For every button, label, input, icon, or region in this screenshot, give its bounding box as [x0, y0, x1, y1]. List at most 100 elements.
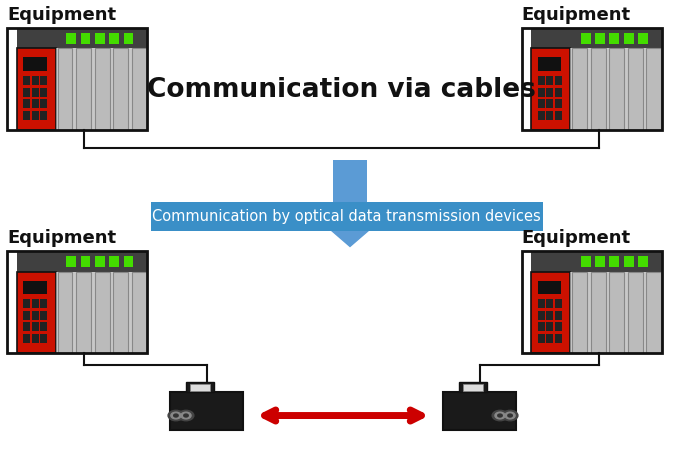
Bar — [554, 99, 562, 108]
Bar — [32, 334, 38, 343]
Bar — [554, 311, 562, 320]
Bar — [554, 87, 562, 97]
Bar — [628, 272, 643, 353]
Bar — [538, 76, 545, 85]
Text: Equipment: Equipment — [7, 229, 116, 247]
Bar — [554, 334, 562, 343]
Bar — [538, 334, 545, 343]
Bar — [531, 272, 570, 353]
Bar — [17, 251, 147, 353]
Bar — [459, 382, 486, 392]
Bar — [546, 76, 553, 85]
Text: Communication by optical data transmission devices: Communication by optical data transmissi… — [152, 209, 541, 224]
Bar — [109, 256, 119, 267]
Bar — [32, 311, 38, 320]
Circle shape — [174, 414, 178, 417]
Circle shape — [495, 412, 505, 419]
Bar — [522, 28, 662, 130]
Bar — [628, 48, 643, 130]
Bar — [186, 382, 214, 392]
Bar — [531, 251, 661, 353]
Bar — [595, 33, 605, 44]
Bar — [610, 33, 620, 44]
Bar — [570, 272, 571, 353]
Bar — [40, 299, 48, 308]
Bar — [17, 251, 147, 272]
Bar — [94, 48, 109, 130]
Bar — [23, 280, 47, 294]
Bar — [538, 111, 545, 120]
Bar — [554, 299, 562, 308]
Bar — [32, 111, 38, 120]
Bar — [546, 322, 553, 331]
Bar — [463, 384, 483, 391]
Bar — [66, 33, 76, 44]
Bar — [538, 57, 561, 71]
Bar — [333, 160, 367, 216]
Bar — [624, 33, 634, 44]
Bar — [610, 256, 620, 267]
Bar — [522, 28, 531, 130]
Bar — [17, 28, 147, 48]
Bar — [190, 384, 210, 391]
Bar — [56, 272, 57, 353]
Bar — [113, 272, 128, 353]
Circle shape — [178, 410, 194, 421]
Bar — [132, 48, 146, 130]
Bar — [7, 251, 147, 353]
Bar — [531, 48, 570, 130]
Bar — [624, 256, 634, 267]
Bar — [522, 251, 531, 353]
Bar — [23, 57, 47, 71]
Bar — [7, 251, 17, 353]
Bar — [581, 256, 591, 267]
Bar — [638, 33, 648, 44]
Bar — [531, 251, 661, 272]
Bar — [56, 48, 57, 130]
Bar — [595, 256, 605, 267]
Bar — [538, 87, 545, 97]
Bar — [554, 111, 562, 120]
Bar — [150, 202, 542, 231]
Bar — [40, 99, 48, 108]
Bar — [7, 28, 147, 130]
Circle shape — [171, 412, 181, 419]
Bar — [23, 334, 30, 343]
Bar — [94, 272, 109, 353]
Bar — [646, 272, 661, 353]
Bar — [531, 28, 661, 130]
Bar — [7, 28, 17, 130]
Bar — [40, 111, 48, 120]
Bar — [546, 311, 553, 320]
Bar — [109, 33, 119, 44]
Circle shape — [505, 412, 515, 419]
Circle shape — [508, 414, 512, 417]
Bar — [538, 311, 545, 320]
Bar — [581, 33, 591, 44]
Bar — [76, 48, 91, 130]
Bar — [17, 48, 56, 130]
Bar — [572, 272, 587, 353]
Bar — [76, 272, 91, 353]
Circle shape — [498, 414, 502, 417]
Bar — [591, 272, 606, 353]
Bar — [170, 392, 243, 430]
Bar — [32, 322, 38, 331]
Bar — [57, 48, 73, 130]
Bar — [572, 48, 587, 130]
Bar — [443, 392, 516, 430]
Bar — [646, 48, 661, 130]
Bar — [124, 256, 133, 267]
Text: Equipment: Equipment — [522, 229, 631, 247]
Bar — [32, 87, 38, 97]
Circle shape — [502, 410, 518, 421]
Bar — [546, 87, 553, 97]
Bar — [23, 299, 30, 308]
Bar — [570, 48, 571, 130]
Bar — [17, 28, 147, 130]
Bar — [32, 299, 38, 308]
Bar — [80, 33, 90, 44]
Bar — [538, 322, 545, 331]
Bar — [23, 87, 30, 97]
Bar — [95, 256, 105, 267]
